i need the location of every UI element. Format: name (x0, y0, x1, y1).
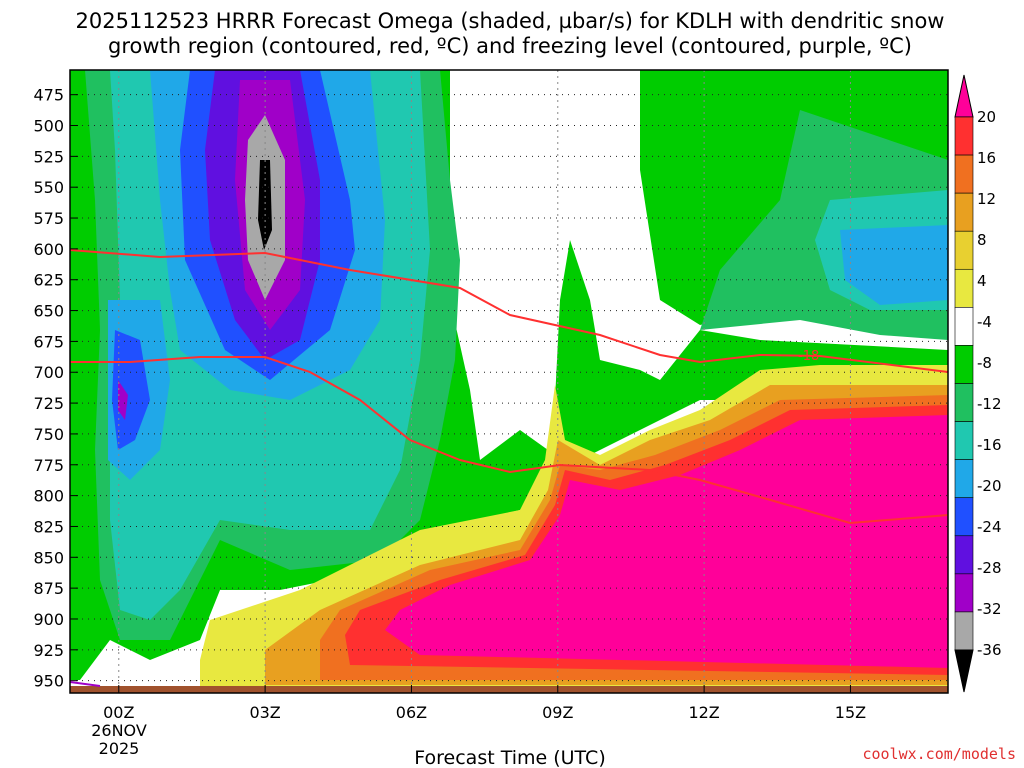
colorbar-label: -20 (977, 477, 1002, 495)
colorbar-segment (954, 230, 974, 270)
colorbar-segment (954, 497, 974, 537)
y-tick-label: 650 (33, 302, 64, 321)
colorbar-label: 16 (977, 149, 996, 167)
colorbar-segment (954, 345, 974, 384)
colorbar-segment (954, 573, 974, 613)
y-tick-label: 875 (33, 579, 64, 598)
y-tick-label: 950 (33, 672, 64, 691)
chart-title-line1: 2025112523 HRRR Forecast Omega (shaded, … (76, 9, 945, 33)
x-axis: 00Z 03Z 06Z 09Z 12Z 15Z (103, 685, 866, 722)
y-tick-label: 750 (33, 425, 64, 444)
colorbar-label: -28 (977, 559, 1002, 577)
colorbar-top-arrow (954, 74, 974, 118)
y-tick-label: 600 (33, 240, 64, 259)
colorbar-segment (954, 421, 974, 460)
y-axis: 475 500 525 550 575 600 625 650 675 700 725 750 775 8… (33, 86, 78, 691)
dendritic-contour-upper (70, 249, 948, 373)
grid-lines (70, 70, 948, 693)
y-tick-label: 625 (33, 271, 64, 290)
colorbar-segment (954, 116, 974, 156)
x-date-label-line1: 26NOV (91, 721, 147, 740)
x-tick-label: 09Z (542, 703, 573, 722)
y-tick-label: 525 (33, 147, 64, 166)
y-tick-label: 900 (33, 610, 64, 629)
colorbar-label: -24 (977, 518, 1002, 536)
colorbar-segment (954, 611, 974, 651)
colorbar-segment (954, 154, 974, 194)
y-tick-label: 550 (33, 178, 64, 197)
colorbar-label: -4 (977, 313, 992, 331)
y-tick-label: 775 (33, 456, 64, 475)
colorbar-segment (954, 535, 974, 575)
omega-field-minus20-left (112, 330, 150, 450)
colorbar-label: -8 (977, 354, 992, 372)
y-tick-label: 575 (33, 209, 64, 228)
omega-field-plus20 (385, 415, 948, 668)
colorbar-label: -16 (977, 436, 1002, 454)
colorbar-bottom-arrow (954, 649, 974, 693)
credit-text: coolwx.com/models (862, 745, 1016, 763)
x-axis-title: Forecast Time (UTC) (414, 747, 605, 768)
colorbar-label: 8 (977, 231, 987, 249)
colorbar-segment (954, 268, 974, 308)
colorbar-label: 12 (977, 190, 996, 208)
colorbar: 20 16 12 8 4 -4 -8 -12 -16 -20 -24 -28 -32 -36 (954, 74, 1002, 693)
colorbar-label: 20 (977, 108, 996, 126)
x-tick-label: 00Z (103, 703, 134, 722)
x-date-label-line2: 2025 (99, 739, 140, 758)
y-tick-label: 500 (33, 117, 64, 136)
y-tick-label: 825 (33, 517, 64, 536)
colorbar-label: -12 (977, 395, 1002, 413)
y-tick-label: 850 (33, 548, 64, 567)
freezing-level-contour (70, 681, 101, 687)
y-tick-label: 475 (33, 86, 64, 105)
omega-field-minus16-right (840, 225, 948, 305)
colorbar-segment (954, 307, 974, 346)
omega-field-minus28-left (118, 380, 128, 420)
plot-area (70, 70, 948, 693)
y-tick-label: 925 (33, 641, 64, 660)
colorbar-label: -32 (977, 600, 1002, 618)
x-tick-label: 06Z (396, 703, 427, 722)
plot-frame (69, 69, 949, 694)
dendritic-contour-lower (70, 356, 948, 525)
x-tick-label: 12Z (688, 703, 719, 722)
colorbar-label: 4 (977, 272, 987, 290)
y-tick-label: 675 (33, 332, 64, 351)
y-tick-label: 725 (33, 394, 64, 413)
colorbar-label: -36 (977, 641, 1002, 659)
colorbar-segment (954, 192, 974, 232)
colorbar-segment (954, 383, 974, 422)
omega-field-minus36 (258, 160, 272, 250)
x-tick-label: 03Z (249, 703, 280, 722)
y-tick-label: 800 (33, 487, 64, 506)
dendritic-contours: -18 (70, 249, 948, 687)
x-tick-label: 15Z (835, 703, 866, 722)
chart-title-line2: growth region (contoured, red, ºC) and f… (108, 34, 912, 58)
y-tick-label: 700 (33, 363, 64, 382)
ground-surface (70, 686, 948, 693)
colorbar-segment (954, 459, 974, 499)
contour-label: -18 (798, 349, 819, 364)
